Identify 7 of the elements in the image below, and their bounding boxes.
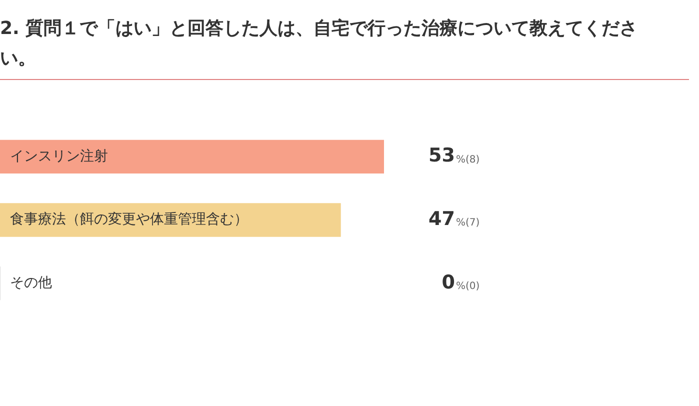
data-label: 47%(7) (428, 208, 480, 230)
chart-title: 2. 質問１で「はい」と回答した人は、自宅で行った治療について教えてください。 (0, 17, 639, 71)
y-tick-label: その他 (10, 274, 52, 291)
data-label: 53%(8) (428, 144, 480, 167)
y-tick-label: 食事療法（餌の変更や体重管理含む） (10, 212, 248, 228)
y-tick-label: インスリン注射 (10, 148, 108, 164)
data-label: 0%(0) (442, 271, 480, 294)
